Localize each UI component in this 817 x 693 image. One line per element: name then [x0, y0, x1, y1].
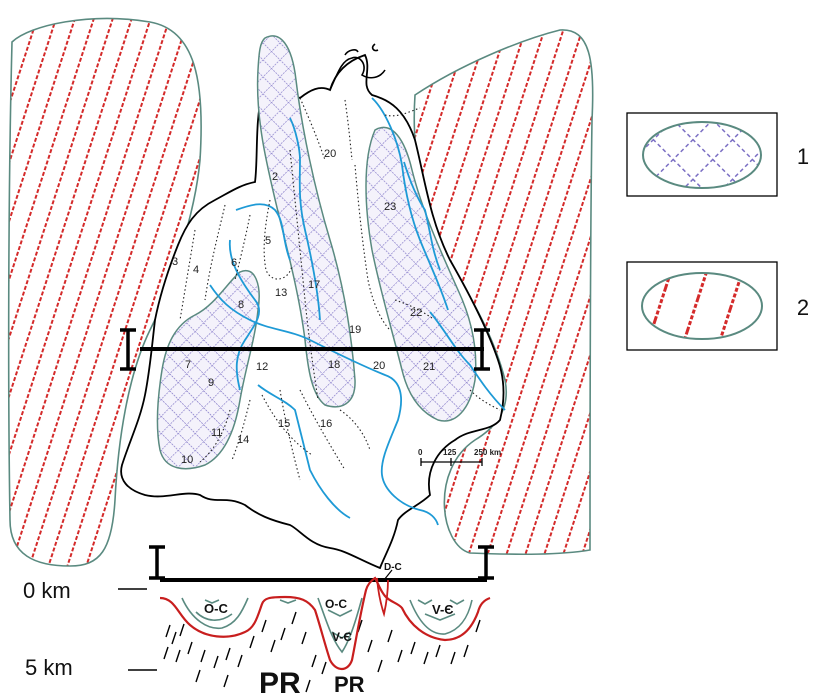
unit-label-oc-left: O-C — [204, 601, 228, 616]
river-network — [209, 97, 506, 526]
region-label: 10 — [181, 454, 193, 466]
depression-north-central — [256, 35, 356, 408]
region-label: 21 — [423, 361, 435, 373]
legend: 1 2 — [626, 112, 809, 351]
section-start-marker — [149, 545, 165, 580]
depression-southwest — [156, 269, 260, 470]
legend-number-2: 2 — [797, 295, 809, 320]
region-label: 18 — [328, 359, 340, 371]
region-label: 12 — [256, 361, 268, 373]
dc-graben — [376, 577, 389, 618]
legend-swatch-crosshatch — [642, 121, 762, 189]
depth-label-0km: 0 km — [23, 578, 71, 603]
region-label: 17 — [308, 279, 320, 291]
depth-label-5km: 5 km — [25, 655, 73, 680]
unit-label-ve-right: V-Є — [432, 602, 454, 617]
unit-label-dc: D-C — [384, 562, 402, 573]
region-label: 14 — [237, 434, 249, 446]
unit-label-pr-right: PR — [334, 672, 365, 693]
region-label: 19 — [349, 324, 361, 336]
unit-label-oc-center: O-C — [325, 597, 347, 611]
region-label: 20 — [324, 148, 336, 160]
region-label: 5 — [265, 235, 271, 247]
basement-surface — [159, 576, 491, 671]
scale-label-250: 250 km — [474, 448, 501, 457]
legend-swatch-red-stripes — [641, 272, 763, 340]
sedimentary-fill — [181, 597, 473, 654]
region-labels: 2 3 4 5 6 8 7 9 10 11 12 13 14 15 16 17 … — [172, 148, 435, 466]
region-label: 23 — [384, 201, 396, 213]
basement-texture — [163, 611, 481, 693]
scale-bar: 0 125 250 km — [418, 448, 501, 466]
region-label: 2 — [272, 171, 278, 183]
scale-label-125: 125 — [443, 448, 457, 457]
left-shield-area — [7, 17, 202, 567]
structural-boundaries — [179, 97, 501, 481]
profile-start-marker — [120, 328, 136, 371]
region-label: 20 — [373, 360, 385, 372]
region-label: 15 — [278, 418, 290, 430]
profile-end-marker — [474, 328, 490, 371]
cross-section: 0 km 5 km D-C O-C O-C V-Є V-Є PR PR — [23, 545, 494, 693]
northern-coast — [329, 43, 386, 91]
unit-label-pr-left: PR — [259, 667, 301, 693]
region-label: 4 — [193, 264, 199, 276]
region-label: 13 — [275, 287, 287, 299]
dc-leader — [383, 569, 393, 581]
region-label: 16 — [320, 418, 332, 430]
profile-line — [120, 328, 490, 371]
scale-label-0: 0 — [418, 448, 423, 457]
region-label: 22 — [410, 307, 422, 319]
region-label: 6 — [231, 257, 237, 269]
legend-number-1: 1 — [797, 144, 809, 169]
region-label: 11 — [211, 427, 222, 439]
region-label: 8 — [238, 299, 244, 311]
unit-label-ve-center: V-Є — [332, 630, 352, 644]
region-label: 7 — [185, 359, 191, 371]
region-label: 3 — [172, 256, 178, 268]
region-label: 9 — [208, 377, 214, 389]
